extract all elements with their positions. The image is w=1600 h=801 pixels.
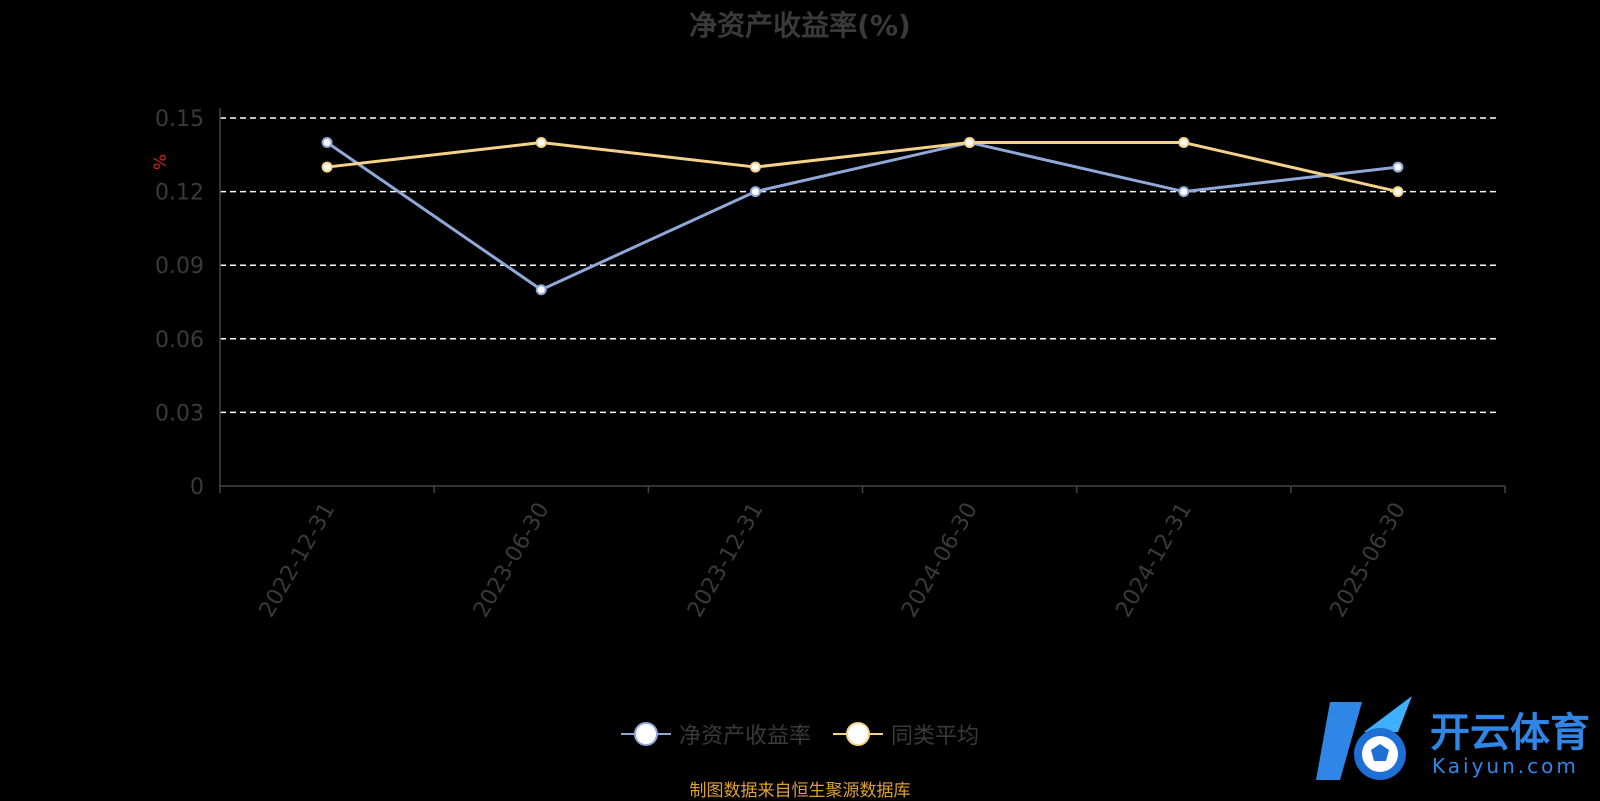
x-axis: 2022-12-31 2023-06-30 2023-12-31 2024-06-30… — [219, 485, 1506, 622]
watermark-brand: 开云体育 — [1430, 710, 1590, 756]
grid-lines — [220, 117, 1497, 414]
legend-marker-icon — [833, 722, 883, 746]
x-tick-label: 2024-12-31 — [1111, 499, 1197, 622]
data-point — [1178, 186, 1190, 198]
y-tick-label: 0.03 — [155, 401, 204, 426]
y-tick-label: 0.15 — [155, 107, 204, 132]
legend-label-peer-average: 同类平均 — [891, 724, 980, 749]
y-tick-label: 0.12 — [155, 181, 204, 206]
y-tick-label: 0.06 — [155, 328, 204, 353]
x-tick-label: 2023-12-31 — [683, 499, 769, 622]
data-point — [749, 161, 761, 173]
data-point — [535, 284, 547, 296]
data-point — [321, 137, 333, 149]
x-tick-label: 2024-06-30 — [897, 498, 983, 621]
x-tick-label: 2022-12-31 — [255, 499, 341, 622]
legend-item-peer-average[interactable]: 同类平均 — [833, 718, 979, 750]
legend-item-roe[interactable]: 净资产收益率 — [620, 718, 811, 750]
series-line-0 — [326, 141, 1399, 292]
data-source-note: 制图数据来自恒生聚源数据库 — [689, 781, 911, 801]
data-point — [535, 137, 547, 149]
data-point — [321, 161, 333, 173]
data-point — [749, 186, 761, 198]
watermark-domain: Kaiyun.com — [1432, 754, 1579, 778]
watermark-logo: 开云体育 Kaiyun.com — [1312, 692, 1592, 792]
legend-marker-icon — [620, 722, 671, 746]
y-tick-label: 0.09 — [155, 254, 204, 279]
y-axis: 0 0.03 0.06 0.09 0.12 0.15 — [155, 107, 221, 500]
data-point — [1392, 161, 1404, 173]
legend: 净资产收益率 同类平均 — [0, 718, 1600, 750]
data-point — [1178, 137, 1190, 149]
chart-title: 净资产收益率(%) — [689, 9, 911, 42]
data-point — [964, 137, 976, 149]
x-tick-label: 2023-06-30 — [469, 499, 555, 622]
ball-logo-icon — [1316, 696, 1412, 780]
x-tick-label: 2025-06-30 — [1326, 499, 1412, 622]
y-axis-unit-label: % — [151, 154, 171, 170]
data-point — [1392, 186, 1404, 198]
series-line-1 — [326, 141, 1399, 194]
legend-label-roe: 净资产收益率 — [678, 724, 811, 749]
series-group — [321, 137, 1404, 296]
y-tick-label: 0 — [190, 475, 204, 500]
